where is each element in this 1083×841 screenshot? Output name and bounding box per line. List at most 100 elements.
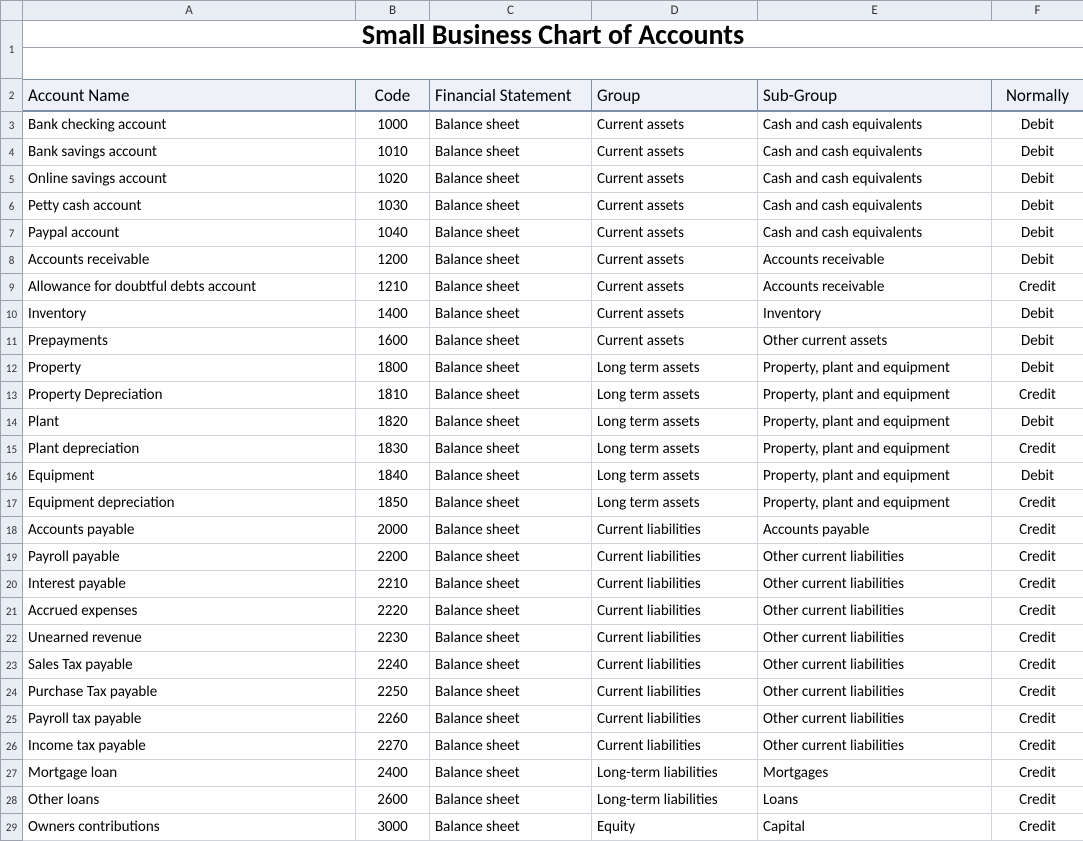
cell-C14[interactable]: Balance sheet (430, 409, 592, 436)
cell-C6[interactable]: Balance sheet (430, 193, 592, 220)
table-header-sub-group[interactable]: Sub-Group (758, 79, 992, 112)
cell-F24[interactable]: Credit (992, 679, 1083, 706)
row-header-22[interactable]: 22 (1, 625, 23, 652)
row-header-24[interactable]: 24 (1, 679, 23, 706)
cell-B18[interactable]: 2000 (356, 517, 430, 544)
cell-F16[interactable]: Debit (992, 463, 1083, 490)
cell-F23[interactable]: Credit (992, 652, 1083, 679)
cell-D9[interactable]: Current assets (592, 274, 758, 301)
cell-F28[interactable]: Credit (992, 787, 1083, 814)
cell-D3[interactable]: Current assets (592, 112, 758, 139)
table-header-account-name[interactable]: Account Name (23, 79, 356, 112)
cell-C5[interactable]: Balance sheet (430, 166, 592, 193)
cell-C17[interactable]: Balance sheet (430, 490, 592, 517)
row-header-17[interactable]: 17 (1, 490, 23, 517)
cell-F13[interactable]: Credit (992, 382, 1083, 409)
cell-C16[interactable]: Balance sheet (430, 463, 592, 490)
cell-D20[interactable]: Current liabilities (592, 571, 758, 598)
column-header-A[interactable]: A (23, 1, 356, 21)
cell-F8[interactable]: Debit (992, 247, 1083, 274)
cell-D22[interactable]: Current liabilities (592, 625, 758, 652)
row-header-12[interactable]: 12 (1, 355, 23, 382)
cell-B16[interactable]: 1840 (356, 463, 430, 490)
cell-E28[interactable]: Loans (758, 787, 992, 814)
table-header-normally[interactable]: Normally (992, 79, 1083, 112)
cell-C4[interactable]: Balance sheet (430, 139, 592, 166)
cell-A14[interactable]: Plant (23, 409, 356, 436)
cell-E14[interactable]: Property, plant and equipment (758, 409, 992, 436)
cell-C12[interactable]: Balance sheet (430, 355, 592, 382)
cell-D18[interactable]: Current liabilities (592, 517, 758, 544)
cell-F26[interactable]: Credit (992, 733, 1083, 760)
cell-A6[interactable]: Petty cash account (23, 193, 356, 220)
cell-B21[interactable]: 2220 (356, 598, 430, 625)
cell-B10[interactable]: 1400 (356, 301, 430, 328)
cell-E26[interactable]: Other current liabilities (758, 733, 992, 760)
cell-D25[interactable]: Current liabilities (592, 706, 758, 733)
cell-E23[interactable]: Other current liabilities (758, 652, 992, 679)
cell-F3[interactable]: Debit (992, 112, 1083, 139)
row-header-14[interactable]: 14 (1, 409, 23, 436)
cell-F22[interactable]: Credit (992, 625, 1083, 652)
cell-D19[interactable]: Current liabilities (592, 544, 758, 571)
cell-B7[interactable]: 1040 (356, 220, 430, 247)
cell-B17[interactable]: 1850 (356, 490, 430, 517)
cell-A9[interactable]: Allowance for doubtful debts account (23, 274, 356, 301)
cell-E19[interactable]: Other current liabilities (758, 544, 992, 571)
cell-C20[interactable]: Balance sheet (430, 571, 592, 598)
cell-D4[interactable]: Current assets (592, 139, 758, 166)
cell-C22[interactable]: Balance sheet (430, 625, 592, 652)
cell-F18[interactable]: Credit (992, 517, 1083, 544)
cell-E27[interactable]: Mortgages (758, 760, 992, 787)
cell-B23[interactable]: 2240 (356, 652, 430, 679)
cell-E11[interactable]: Other current assets (758, 328, 992, 355)
cell-E18[interactable]: Accounts payable (758, 517, 992, 544)
cell-B19[interactable]: 2200 (356, 544, 430, 571)
cell-E3[interactable]: Cash and cash equivalents (758, 112, 992, 139)
cell-F9[interactable]: Credit (992, 274, 1083, 301)
cell-A21[interactable]: Accrued expenses (23, 598, 356, 625)
cell-F27[interactable]: Credit (992, 760, 1083, 787)
cell-C9[interactable]: Balance sheet (430, 274, 592, 301)
cell-F14[interactable]: Debit (992, 409, 1083, 436)
cell-A12[interactable]: Property (23, 355, 356, 382)
cell-D14[interactable]: Long term assets (592, 409, 758, 436)
cell-E20[interactable]: Other current liabilities (758, 571, 992, 598)
cell-D21[interactable]: Current liabilities (592, 598, 758, 625)
row-header-13[interactable]: 13 (1, 382, 23, 409)
cell-D23[interactable]: Current liabilities (592, 652, 758, 679)
cell-C24[interactable]: Balance sheet (430, 679, 592, 706)
cell-F5[interactable]: Debit (992, 166, 1083, 193)
row-header-28[interactable]: 28 (1, 787, 23, 814)
cell-D12[interactable]: Long term assets (592, 355, 758, 382)
row-header-8[interactable]: 8 (1, 247, 23, 274)
cell-A3[interactable]: Bank checking account (23, 112, 356, 139)
cell-C11[interactable]: Balance sheet (430, 328, 592, 355)
cell-A29[interactable]: Owners contributions (23, 814, 356, 841)
cell-D24[interactable]: Current liabilities (592, 679, 758, 706)
cell-B29[interactable]: 3000 (356, 814, 430, 841)
cell-A10[interactable]: Inventory (23, 301, 356, 328)
cell-C13[interactable]: Balance sheet (430, 382, 592, 409)
cell-C10[interactable]: Balance sheet (430, 301, 592, 328)
cell-C3[interactable]: Balance sheet (430, 112, 592, 139)
row-header-16[interactable]: 16 (1, 463, 23, 490)
cell-A26[interactable]: Income tax payable (23, 733, 356, 760)
cell-D10[interactable]: Current assets (592, 301, 758, 328)
cell-E17[interactable]: Property, plant and equipment (758, 490, 992, 517)
row-header-27[interactable]: 27 (1, 760, 23, 787)
cell-E5[interactable]: Cash and cash equivalents (758, 166, 992, 193)
cell-E4[interactable]: Cash and cash equivalents (758, 139, 992, 166)
cell-B13[interactable]: 1810 (356, 382, 430, 409)
row-header-6[interactable]: 6 (1, 193, 23, 220)
cell-E22[interactable]: Other current liabilities (758, 625, 992, 652)
cell-C23[interactable]: Balance sheet (430, 652, 592, 679)
row-header-15[interactable]: 15 (1, 436, 23, 463)
cell-C15[interactable]: Balance sheet (430, 436, 592, 463)
cell-F11[interactable]: Debit (992, 328, 1083, 355)
cell-F19[interactable]: Credit (992, 544, 1083, 571)
cell-F21[interactable]: Credit (992, 598, 1083, 625)
cell-E12[interactable]: Property, plant and equipment (758, 355, 992, 382)
cell-F4[interactable]: Debit (992, 139, 1083, 166)
cell-A23[interactable]: Sales Tax payable (23, 652, 356, 679)
